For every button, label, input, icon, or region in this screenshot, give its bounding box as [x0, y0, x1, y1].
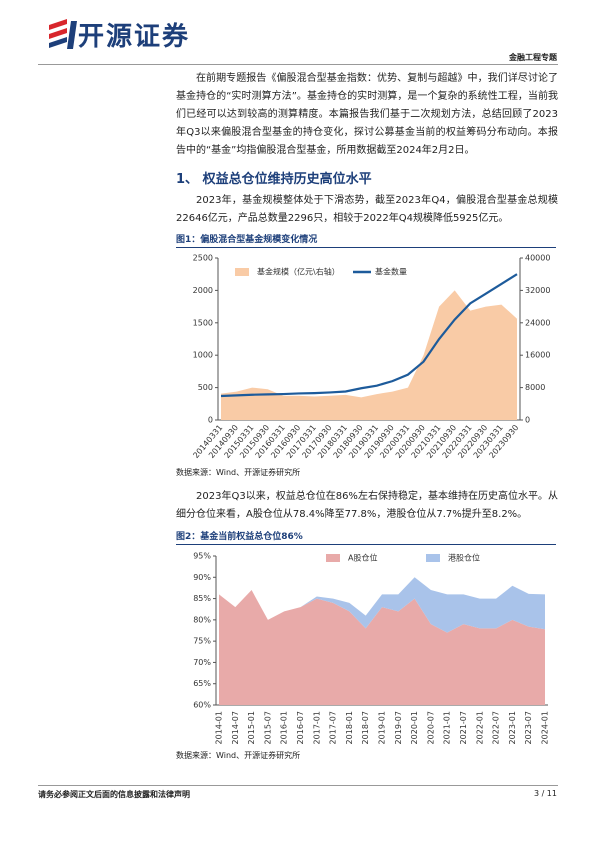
x-tick-label: 2020-07: [426, 711, 435, 744]
x-tick-label: 2018-01: [345, 711, 354, 744]
x-tick-label: 2015-01: [247, 711, 256, 744]
x-tick-label: 2022-07: [492, 711, 501, 744]
paragraph: 2023年，基金规模整体处于下滑态势，截至2023年Q4，偏股混合型基金总规模2…: [176, 195, 558, 224]
x-tick-label: 2014-07: [231, 711, 240, 744]
y2-tick-label: 32000: [525, 286, 550, 295]
y2-tick-label: 24000: [525, 318, 550, 327]
y-tick-label: 2500: [193, 254, 213, 263]
x-tick-label: 2021-01: [443, 711, 452, 744]
area: [219, 577, 545, 633]
y-tick-label: 60%: [193, 701, 211, 710]
chart: 0 500 1000 1500 2000 2500 0 8000 16000 24000 32000…: [191, 254, 550, 461]
y-tick-label: 75%: [193, 637, 211, 646]
y-tick-label: 65%: [193, 679, 211, 688]
y2-tick-label: 16000: [525, 351, 550, 360]
y2-tick-label: 8000: [525, 383, 545, 392]
y2-tick-label: 40000: [525, 254, 550, 263]
paragraph: 在前期专题报告《偏股混合型基金指数：优势、复制与超越》中，我们详尽讨论了基金持仓…: [176, 73, 558, 156]
x-tick-label: 2023-07: [524, 711, 533, 744]
y-tick-label: 70%: [193, 658, 211, 667]
source: 数据来源：Wind、开源证券研究所: [176, 468, 301, 477]
legend-label: 港股仓位: [448, 553, 480, 563]
area: [221, 290, 517, 420]
x-tick-label: 2019-01: [378, 711, 387, 744]
figure-caption: 图2：基金当前权益总仓位86%: [176, 529, 556, 545]
page-number: 3 / 11: [533, 789, 557, 798]
section-label: 金融工程专题: [509, 53, 557, 62]
legend-label: 基金规模（亿元\右轴）: [257, 267, 340, 277]
x-tick-label: 2014-01: [215, 711, 224, 744]
area: [219, 590, 545, 705]
x-tick-label: 2021-07: [459, 711, 468, 744]
y-tick-label: 500: [198, 383, 213, 392]
x-tick-label: 2017-07: [329, 711, 338, 744]
chart: 60% 65% 70% 75% 80% 85% 90% 95% 2014-01 2014-07 20…: [193, 552, 550, 745]
y-tick-label: 1500: [193, 318, 213, 327]
footer-rule: [38, 785, 558, 786]
heading: 1、 权益总仓位维持历史高位水平: [176, 172, 372, 187]
x-tick-label: 2022-01: [475, 711, 484, 744]
paragraph: 2023年Q3以来，权益总仓位在86%左右保持稳定，基本维持在历史高位水平。从细…: [176, 491, 558, 520]
y2-tick-label: 0: [525, 416, 530, 425]
y-tick-label: 95%: [193, 552, 211, 561]
y-tick-label: 90%: [193, 573, 211, 582]
logo-icon: [49, 19, 77, 49]
legend-swatch: [235, 268, 249, 276]
y-tick-label: 0: [208, 416, 213, 425]
y-tick-label: 80%: [193, 615, 211, 624]
x-tick-label: 2020-01: [410, 711, 419, 744]
legend-label: 基金数量: [375, 267, 407, 277]
y-tick-label: 1000: [193, 351, 213, 360]
legend-swatch: [426, 554, 440, 562]
x-tick-label: 2019-07: [394, 711, 403, 744]
figure-caption: 图1：偏股混合型基金规模变化情况: [176, 232, 556, 248]
x-tick-label: 2016-01: [280, 711, 289, 744]
x-tick-label: 2016-07: [296, 711, 305, 744]
disclaimer: 请务必参阅正文后面的信息披露和法律声明: [38, 790, 190, 799]
header-rule: [38, 64, 558, 65]
x-tick-label: 2023-01: [508, 711, 517, 744]
x-tick-label: 2024-01: [541, 711, 550, 744]
legend-swatch: [326, 554, 340, 562]
legend-label: A股仓位: [348, 553, 377, 563]
y-tick-label: 85%: [193, 594, 211, 603]
x-tick-label: 2018-07: [361, 711, 370, 744]
x-tick-label: 2015-07: [263, 711, 272, 744]
logo-text: 开源证券: [78, 22, 191, 52]
x-tick-label: 2017-01: [312, 711, 321, 744]
line: [220, 273, 518, 398]
source: 数据来源：Wind、开源证券研究所: [176, 751, 301, 760]
y-tick-label: 2000: [193, 286, 213, 295]
